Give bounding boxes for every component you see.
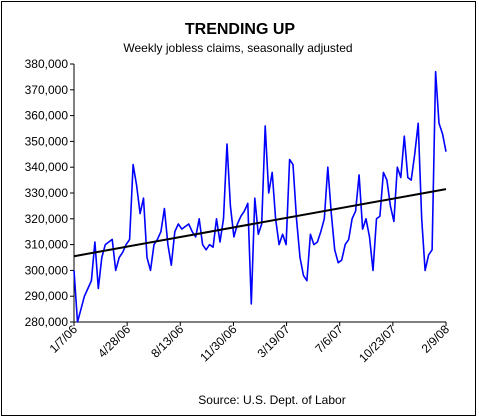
y-tick-label: 330,000 [25,186,69,200]
jobless-claims-series-line [73,70,447,323]
y-tick-label: 360,000 [25,109,69,123]
x-tick-label: 3/19/07 [254,322,292,360]
chart-title: TRENDING UP [185,21,296,38]
x-axis-ticks: 1/7/06 4/28/06 8/13/06 11/30/06 3/19/07 7/6/0… [47,322,453,365]
y-tick-label: 320,000 [25,212,69,226]
y-tick-label: 380,000 [25,57,69,71]
y-tick-label: 350,000 [25,134,69,148]
y-tick-label: 290,000 [25,289,69,303]
y-tick-label: 340,000 [25,160,69,174]
chart-subtitle: Weekly jobless claims, seasonally adjust… [123,41,352,55]
x-tick-label: 8/13/06 [148,322,186,360]
x-tick-label: 4/28/06 [95,322,133,360]
x-tick-label: 2/9/08 [419,322,453,356]
x-tick-label: 10/23/07 [356,322,399,365]
x-tick-label: 7/6/07 [312,322,346,356]
trend-line [73,188,447,258]
y-tick-label: 310,000 [25,238,69,252]
source-note: Source: U.S. Dept. of Labor [198,393,345,407]
y-tick-label: 300,000 [25,263,69,277]
y-axis-ticks: 280,000 290,000 300,000 310,000 320,000 330,0… [25,57,74,329]
y-tick-label: 370,000 [25,83,69,97]
y-tick-label: 280,000 [25,315,69,329]
x-tick-label: 11/30/06 [197,322,240,365]
plot-area: 280,000 290,000 300,000 310,000 320,000 330,0… [25,57,453,365]
